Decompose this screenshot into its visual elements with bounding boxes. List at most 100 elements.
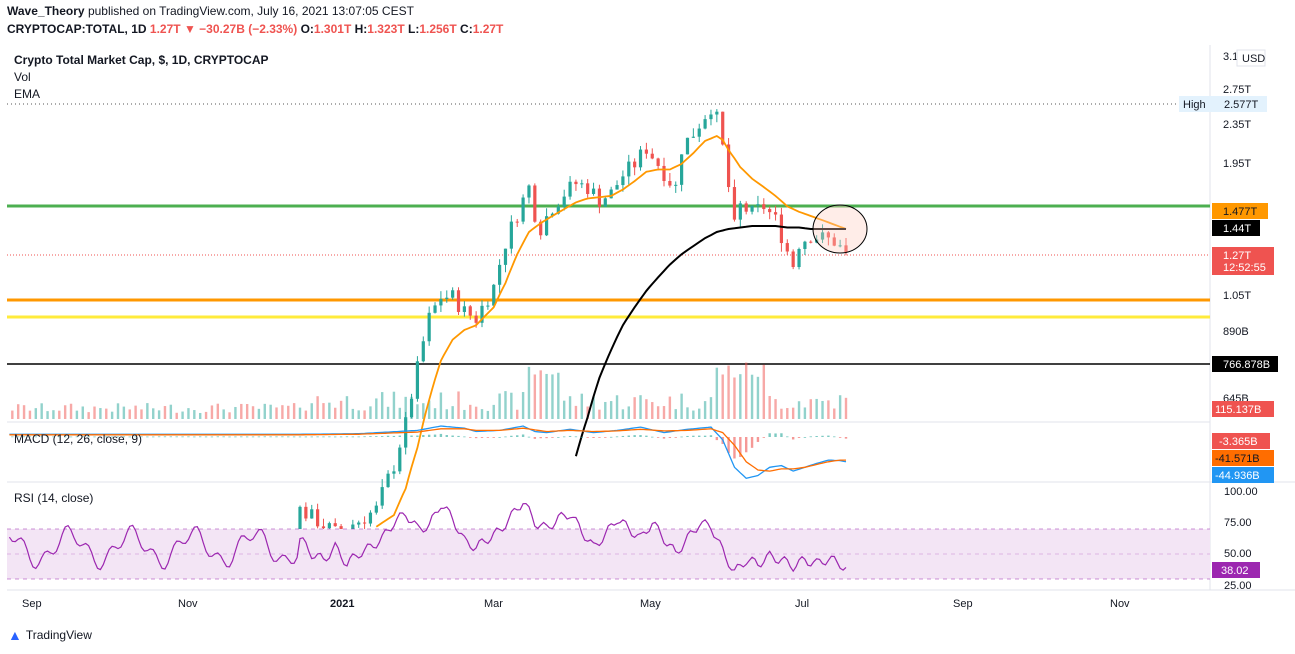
candle-body (316, 509, 320, 527)
currency-badge[interactable] (1236, 49, 1266, 67)
last-price-label-bg (1212, 247, 1274, 275)
volume-bar (69, 403, 73, 419)
macd-hist-bar (93, 436, 96, 438)
volume-bar (392, 391, 396, 419)
volume-bar (604, 401, 607, 419)
macd-hist-bar (210, 436, 214, 438)
volume-bar (651, 402, 654, 419)
candle-body (544, 216, 549, 236)
volume-label-bg (1212, 401, 1274, 417)
volume-bar (633, 397, 636, 419)
macd-hist-bar (609, 436, 613, 438)
ema-slow-label-bg (1212, 220, 1260, 236)
macd-hist-bar (334, 436, 337, 438)
rsi-legend[interactable]: RSI (14, close) (14, 491, 94, 505)
macd-hist-bar (580, 437, 584, 438)
volume-bar (269, 404, 272, 419)
signal-label-bg (1212, 450, 1274, 466)
volume-bar (422, 403, 425, 419)
volume-bar (527, 366, 531, 419)
candle-body (662, 165, 666, 182)
volume-bar (739, 374, 742, 419)
circle-annotation[interactable] (812, 204, 868, 254)
volume-bar (674, 409, 677, 419)
candle-body (586, 183, 590, 194)
macd-hist-bar (510, 435, 513, 437)
high-label-bg (1179, 96, 1267, 112)
macd-hist-bar (304, 436, 308, 438)
volume-bar (105, 408, 108, 419)
macd-hist-bar (709, 435, 713, 437)
volume-bar (275, 407, 278, 419)
volume-bar (744, 362, 748, 419)
volume-bar (656, 406, 660, 419)
macd-legend[interactable]: MACD (12, 26, close, 9) (14, 432, 143, 446)
macd-hist-bar (187, 436, 190, 438)
candle-body (298, 506, 302, 539)
macd-hist-bar (568, 435, 572, 437)
candle-body (621, 176, 625, 186)
macd-hist-bar (345, 436, 349, 438)
volume-bar (398, 407, 402, 419)
candle-body (820, 232, 825, 240)
low-label: L: (408, 22, 420, 36)
macd-histogram (11, 433, 848, 459)
candle-body (638, 149, 643, 168)
macd-hist-bar (99, 436, 102, 438)
candle-body (674, 184, 678, 186)
candle-body (615, 185, 619, 190)
candle-body (498, 264, 502, 285)
volume-bar (768, 395, 771, 419)
volume-bar (703, 401, 707, 419)
volume-bar (756, 376, 760, 419)
change-value: ▼ −30.27B (−2.33%) (183, 22, 298, 36)
chart-title[interactable]: Crypto Total Market Cap, $, 1D, CRYPTOCA… (14, 53, 269, 67)
candle-body (515, 221, 519, 223)
macd-hist-bar (698, 435, 701, 437)
macd-hist-bar (797, 437, 801, 438)
high-label-name: High (1183, 99, 1206, 111)
candle-body (474, 315, 478, 323)
rsi-tick: 25.00 (1224, 580, 1252, 592)
tradingview-logo[interactable]: ▲ TradingView (8, 627, 92, 643)
volume-bar (187, 408, 190, 419)
volume-bar (574, 405, 578, 419)
black-level-label: 766.878B (1223, 359, 1270, 371)
price-tick: 2.35T (1223, 119, 1251, 131)
macd-hist-bar (398, 435, 402, 437)
macd-hist-bar (692, 435, 695, 437)
volume-bar (58, 410, 61, 419)
candle-body (650, 153, 654, 159)
volume-bar (222, 409, 225, 419)
macd-hist-bar (128, 436, 131, 438)
publisher-name[interactable]: Wave_Theory (7, 4, 85, 18)
volume-bar (568, 396, 572, 419)
volume-bar (639, 395, 642, 419)
macd-hist-bar (727, 437, 730, 453)
macd-hist-bar (838, 437, 842, 438)
volume-bar (416, 404, 419, 419)
ema-legend[interactable]: EMA (14, 87, 41, 101)
time-tick: May (640, 598, 661, 610)
volume-bar (81, 406, 84, 419)
candle-body (609, 189, 613, 199)
macd-hist-bar (310, 436, 313, 438)
macd-hist-bar (586, 437, 589, 438)
volume-bar (339, 400, 343, 419)
macd-hist-bar (134, 436, 137, 438)
candle-body (333, 523, 337, 527)
macd-hist-bar (269, 436, 272, 438)
green-level-label-bg (1212, 203, 1268, 219)
volume-bar (181, 411, 184, 419)
candle-body (357, 522, 361, 525)
volume-bar (298, 407, 302, 419)
macd-hist-bar (750, 437, 754, 448)
macd-hist-bar (193, 436, 196, 438)
vol-legend[interactable]: Vol (14, 70, 31, 84)
high-label-value: 2.577T (1224, 99, 1259, 111)
ema-fast-line (375, 134, 847, 528)
volume-bar (16, 404, 20, 419)
macd-hist-label: -3.365B (1219, 436, 1258, 448)
volume-bar (609, 401, 613, 419)
